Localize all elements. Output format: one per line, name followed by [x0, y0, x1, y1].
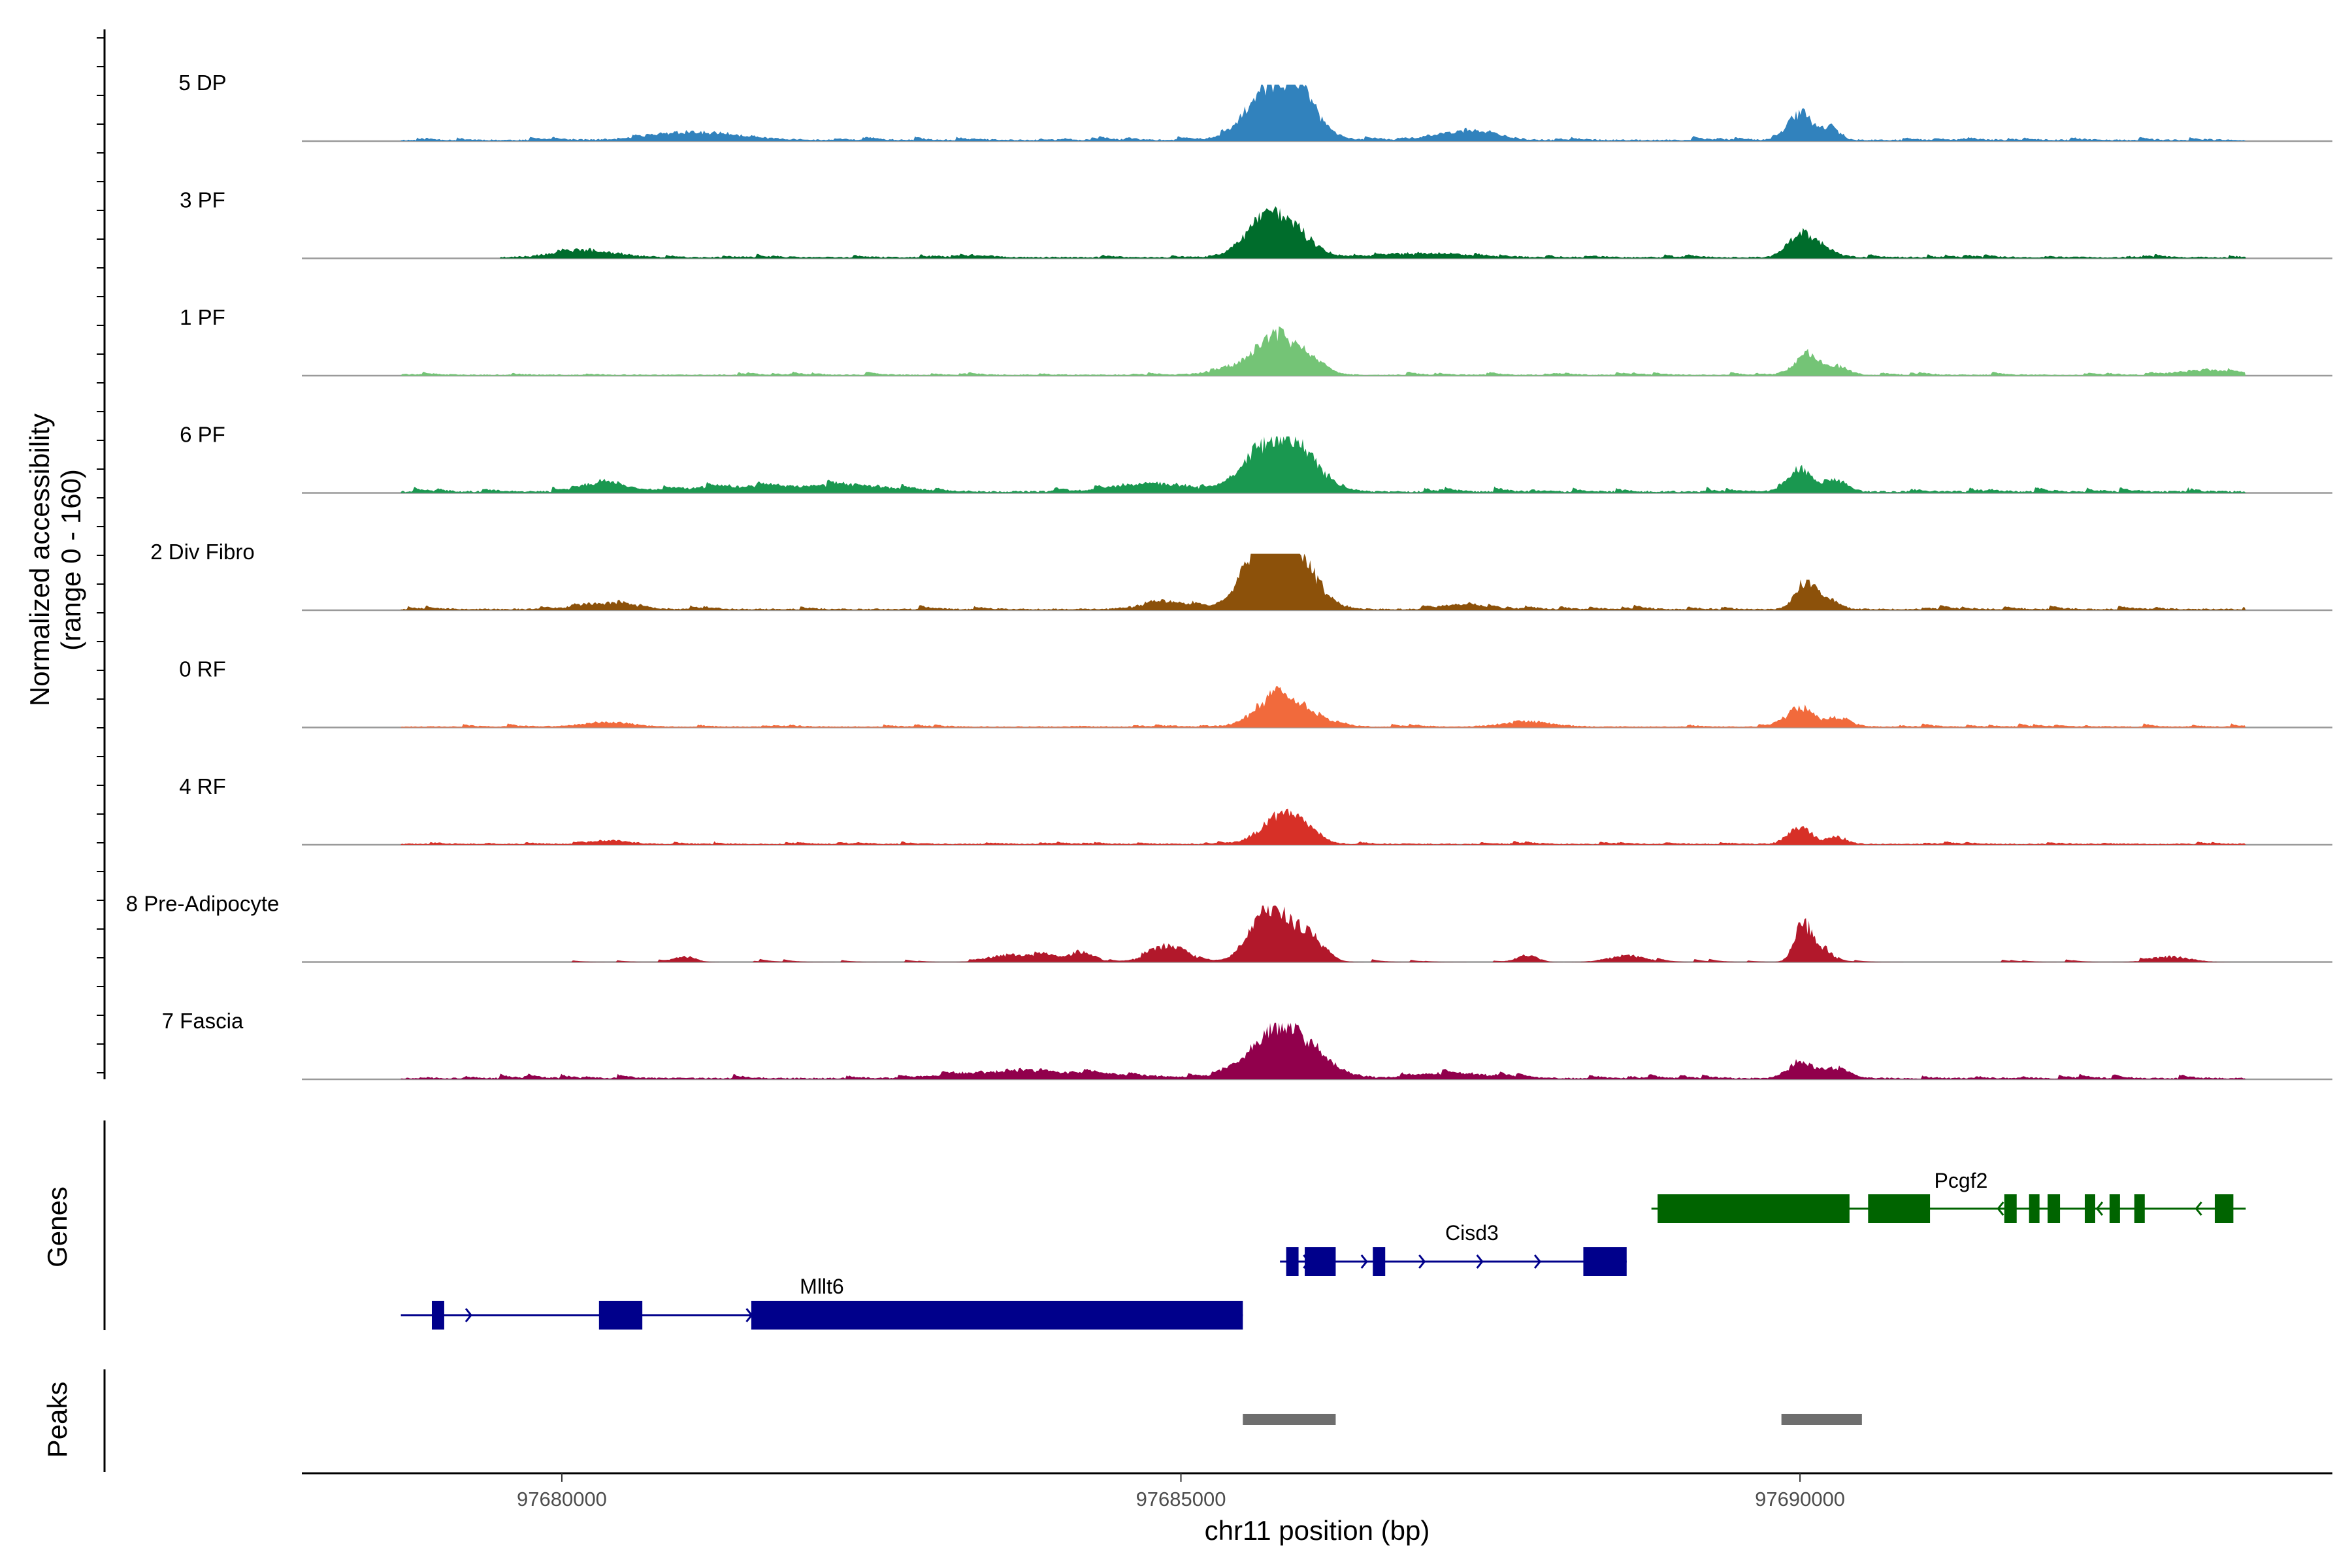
gene-label: Cisd3 — [1445, 1221, 1499, 1245]
peak-region — [1781, 1414, 1862, 1425]
strand-arrow — [1997, 1201, 2004, 1216]
coverage-tracks: 5 DP 3 PF 1 PF 6 PF 2 Div Fibro 0 RF 4 RF 8 Pre… — [126, 71, 2332, 1081]
gene-annotation-panel: Mllt6 Cisd3 Pcgf2 — [400, 1169, 2246, 1330]
genes-panel-title: Genes — [42, 1186, 73, 1267]
coverage-area-9 — [400, 1022, 2246, 1079]
coverage-area-1 — [400, 84, 2246, 141]
track-label: 3 PF — [180, 188, 225, 212]
y-axis-title: Normalized accessibility — [24, 414, 55, 706]
track-label: 8 Pre-Adipocyte — [126, 892, 280, 916]
track-label: 2 Div Fibro — [150, 540, 255, 564]
exon — [751, 1301, 1243, 1330]
strand-arrow — [1476, 1254, 1484, 1269]
x-tick-label: 97685000 — [1136, 1488, 1226, 1511]
coverage-area-5 — [400, 553, 2246, 610]
strand-arrow — [2096, 1201, 2104, 1216]
x-tick-label: 97690000 — [1755, 1488, 1845, 1511]
peaks-panel-title: Peaks — [42, 1382, 73, 1458]
coverage-area-8 — [537, 906, 2246, 962]
coverage-area-7 — [400, 808, 2246, 845]
exon — [2004, 1194, 2017, 1223]
exon — [2029, 1194, 2040, 1223]
strand-arrow — [1418, 1254, 1426, 1269]
exon — [1658, 1194, 1850, 1223]
peaks-panel — [1243, 1414, 1862, 1425]
exon — [2134, 1194, 2145, 1223]
x-axis-title: chr11 position (bp) — [1205, 1515, 1430, 1546]
track-label: 1 PF — [180, 305, 225, 329]
track-label: 6 PF — [180, 423, 225, 447]
coverage-area-4 — [400, 436, 2246, 493]
track-label: 7 Fascia — [162, 1009, 244, 1033]
track-label: 0 RF — [179, 657, 226, 681]
exon — [431, 1301, 444, 1330]
strand-arrow — [2195, 1201, 2202, 1216]
coverage-area-2 — [500, 206, 2246, 259]
strand-arrow — [1360, 1254, 1368, 1269]
track-label: 4 RF — [179, 774, 226, 798]
exon — [1286, 1247, 1299, 1276]
exon — [1373, 1247, 1386, 1276]
exon — [598, 1301, 643, 1330]
x-tick-label: 97680000 — [517, 1488, 607, 1511]
strand-arrow — [465, 1308, 472, 1322]
exon — [2214, 1194, 2234, 1223]
strand-arrow — [1533, 1254, 1542, 1269]
coverage-area-6 — [400, 686, 2246, 728]
track-label: 5 DP — [178, 71, 226, 95]
exon — [1583, 1247, 1627, 1276]
y-axis-title-range: (range 0 - 160) — [56, 469, 86, 651]
gene-label: Mllt6 — [800, 1275, 844, 1298]
peak-region — [1243, 1414, 1336, 1425]
gene-label: Pcgf2 — [1935, 1169, 1988, 1192]
axes: 97680000 97685000 97690000 — [97, 29, 2332, 1511]
exon — [2048, 1194, 2061, 1223]
coverage-area-3 — [400, 326, 2246, 376]
exon — [1868, 1194, 1931, 1223]
exon — [1305, 1247, 1336, 1276]
exon — [2109, 1194, 2120, 1223]
exon — [2084, 1194, 2095, 1223]
